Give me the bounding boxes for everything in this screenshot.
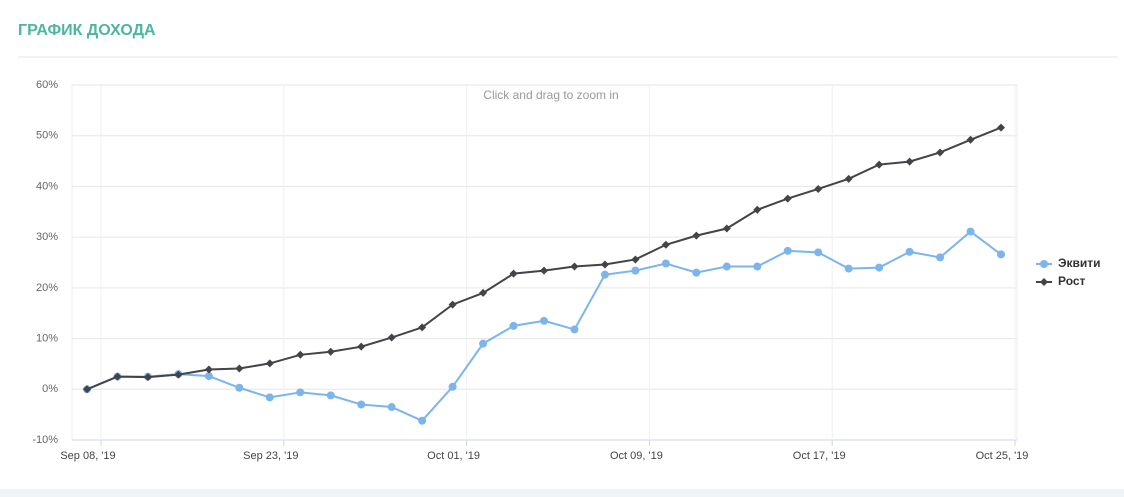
data-point [509,321,518,330]
data-point [265,393,274,402]
series-line [86,126,1002,391]
data-point [174,370,183,379]
y-tick-label: 40% [36,180,58,192]
data-point [357,400,366,409]
data-point [448,382,457,391]
y-tick-label: -10% [32,434,58,446]
data-point [600,260,609,269]
footer-strip [0,489,1124,497]
legend-marker [1040,260,1048,268]
data-point [418,416,427,425]
x-tick-label: Sep 23, '19 [243,450,298,462]
y-tick-label: 20% [36,282,58,294]
y-tick-label: 60% [36,79,58,91]
data-point [113,372,122,381]
data-point [479,339,488,348]
y-tick-label: 50% [36,130,58,142]
y-tick-label: 10% [36,332,58,344]
data-point [204,372,213,381]
legend-label: Рост [1058,274,1086,288]
data-point [753,262,762,271]
data-point [204,365,213,374]
data-point [936,148,945,157]
data-point [631,266,640,275]
y-tick-label: 30% [36,231,58,243]
data-point [631,255,640,264]
x-tick-label: Oct 17, '19 [793,450,846,462]
data-point [905,157,914,166]
legend-label: Эквити [1058,256,1101,270]
data-point [936,253,945,262]
y-tick-label: 0% [42,383,58,395]
x-tick-label: Oct 01, '19 [427,450,480,462]
legend-marker [1040,278,1048,286]
x-tick-label: Oct 25, '19 [976,450,1029,462]
data-point [448,300,457,309]
data-point [296,388,305,397]
data-point [997,250,1005,259]
data-point [844,174,853,183]
data-point [783,246,792,255]
data-point [296,350,305,359]
data-point [326,347,335,356]
page-title: ГРАФИК ДОХОДА [18,22,156,39]
data-point [357,342,366,351]
data-point [540,266,548,275]
data-point [692,268,701,277]
data-point [479,288,488,297]
data-point [661,259,670,268]
data-point [753,205,762,214]
data-point [570,262,579,271]
data-point [875,160,884,169]
data-point [966,135,975,144]
data-point [661,240,670,249]
data-point [235,364,244,373]
data-point [997,123,1005,132]
data-point [844,264,853,273]
data-point [509,269,518,278]
data-point [722,262,731,271]
data-point [143,373,152,382]
data-point [600,270,609,279]
annotation: Click and drag to zoom in [483,88,618,102]
data-point [783,194,792,203]
data-point [235,383,244,392]
data-point [905,247,914,256]
data-point [418,323,427,332]
series-line [86,230,1002,422]
data-point [814,184,823,193]
data-point [326,391,335,400]
plot-area [71,84,1018,441]
data-point [722,224,731,233]
data-point [265,359,274,368]
x-tick-label: Oct 09, '19 [610,450,663,462]
x-tick-label: Sep 08, '19 [60,450,115,462]
data-point [83,385,91,394]
data-point [692,231,701,240]
data-point [814,248,823,257]
data-point [387,333,396,342]
data-point [540,316,548,325]
data-point [875,263,884,272]
data-point [966,227,975,236]
data-point [387,403,396,412]
data-point [570,325,579,334]
